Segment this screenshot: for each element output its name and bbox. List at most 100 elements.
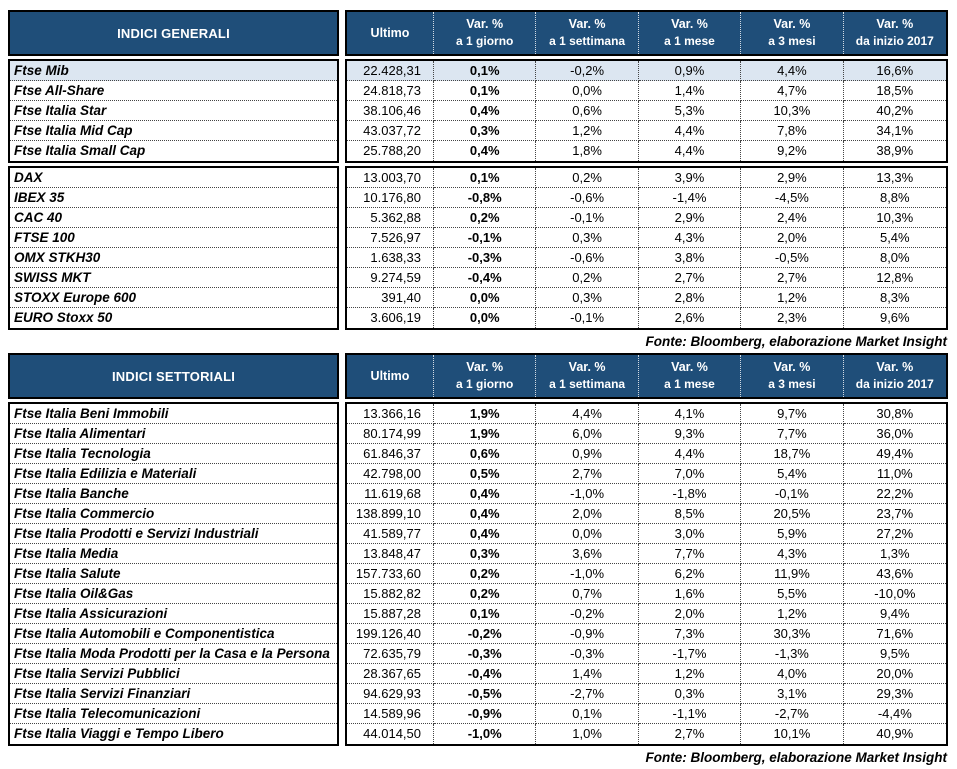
var-percent-value: 1,2% <box>741 604 844 624</box>
ultimo-value: 41.589,77 <box>347 524 434 544</box>
var-percent-value: 9,6% <box>879 310 910 325</box>
var-percent-value: 1,2% <box>741 288 844 308</box>
var-percent-value: 4,7% <box>741 81 844 101</box>
var-percent-value: 1,4% <box>536 664 639 684</box>
var-percent-value: 3,0% <box>638 524 742 544</box>
ultimo-value: 43.037,72 <box>347 121 434 141</box>
var-percent-value: 1,0% <box>536 724 639 744</box>
index-name: Ftse Italia Servizi Finanziari <box>10 684 337 704</box>
var-percent-value: 6,2% <box>638 564 742 584</box>
index-name: OMX STKH30 <box>10 248 337 268</box>
var-percent-value: 0,4% <box>434 504 537 524</box>
var-percent-value: 0,3% <box>638 684 742 704</box>
table-section: DAX IBEX 35 CAC 40 FTSE 100 OMX STKH30 SWISS … <box>8 166 949 330</box>
column-header: Var. % a 1 mese <box>639 355 742 397</box>
index-name: Ftse Italia Beni Immobili <box>10 404 337 424</box>
var-percent-value: 3,8% <box>638 248 742 268</box>
column-header: Var. % a 1 settimana <box>536 12 639 54</box>
table-header-row: INDICI SETTORIALI Ultimo Var. % a 1 giorno… <box>8 353 949 399</box>
var-percent-value: 38,9% <box>876 143 914 158</box>
var-percent-value: -0,2% <box>536 61 639 81</box>
var-percent-value: -0,1% <box>536 308 639 328</box>
ultimo-value: 391,40 <box>347 288 434 308</box>
var-percent-value: 0,2% <box>536 268 639 288</box>
var-percent-value: -1,0% <box>434 724 537 744</box>
ultimo-value: 13.848,47 <box>347 544 434 564</box>
index-name: Ftse Italia Telecomunicazioni <box>10 704 337 724</box>
ultimo-value: 9.274,59 <box>347 268 434 288</box>
var-percent-value: 1,4% <box>638 81 742 101</box>
var-percent-value: 18,7% <box>741 444 844 464</box>
ultimo-value: 15.882,82 <box>347 584 434 604</box>
index-name: Ftse Italia Mid Cap <box>10 121 337 141</box>
var-percent-value: -0,4% <box>434 664 537 684</box>
var-percent-value: 0,1% <box>536 704 639 724</box>
var-percent-value: 0,4% <box>434 141 537 161</box>
ultimo-value: 14.589,96 <box>347 704 434 724</box>
index-name: EURO Stoxx 50 <box>14 310 113 325</box>
var-percent-value: 2,7% <box>638 268 742 288</box>
index-name: Ftse Italia Tecnologia <box>10 444 337 464</box>
var-percent-value: 43,6% <box>843 564 946 584</box>
index-name-column: DAX IBEX 35 CAC 40 FTSE 100 OMX STKH30 SWISS … <box>8 166 339 330</box>
ultimo-value: 28.367,65 <box>347 664 434 684</box>
ultimo-value: 1.638,33 <box>347 248 434 268</box>
var-percent-value: -0,3% <box>536 644 639 664</box>
var-percent-value: 2,0% <box>741 228 844 248</box>
var-percent-value: 2,8% <box>638 288 742 308</box>
var-percent-value: 9,2% <box>741 141 844 161</box>
table-section: Ftse Mib Ftse All-Share Ftse Italia Star Ft… <box>8 59 949 163</box>
var-percent-value: 2,0% <box>638 604 742 624</box>
ultimo-value: 5.362,88 <box>347 208 434 228</box>
var-percent-value: -0,5% <box>741 248 844 268</box>
var-percent-value: 4,3% <box>741 544 844 564</box>
table-indici-settoriali: INDICI SETTORIALI Ultimo Var. % a 1 giorno… <box>8 353 949 769</box>
ultimo-value: 42.798,00 <box>347 464 434 484</box>
var-percent-value: -2,7% <box>536 684 639 704</box>
ultimo-value: 38.106,46 <box>347 101 434 121</box>
var-percent-value: 5,4% <box>741 464 844 484</box>
var-percent-value: 2,0% <box>536 504 639 524</box>
var-percent-value: 7,3% <box>638 624 742 644</box>
ultimo-value: 10.176,80 <box>347 188 434 208</box>
var-percent-value: 8,0% <box>843 248 946 268</box>
var-percent-value: 7,0% <box>638 464 742 484</box>
var-percent-value: 0,0% <box>536 81 639 101</box>
var-percent-value: -1,8% <box>638 484 742 504</box>
var-percent-value: 0,4% <box>434 101 537 121</box>
var-percent-value: 0,1% <box>434 604 537 624</box>
ultimo-value: 3.606,19 <box>347 308 434 328</box>
column-header: Var. % da inizio 2017 <box>855 17 934 49</box>
var-percent-value: -0,3% <box>434 644 537 664</box>
ultimo-value: 157.733,60 <box>347 564 434 584</box>
var-percent-value: -1,0% <box>536 564 639 584</box>
var-percent-value: -0,6% <box>536 188 639 208</box>
var-percent-value: 0,4% <box>434 524 537 544</box>
source-note: Fonte: Bloomberg, elaborazione Market In… <box>645 334 947 349</box>
column-header: Var. % a 3 mesi <box>741 12 844 54</box>
var-percent-value: 10,3% <box>843 208 946 228</box>
ultimo-value: 13.366,16 <box>347 404 434 424</box>
var-percent-value: 0,7% <box>536 584 639 604</box>
var-percent-value: 27,2% <box>843 524 946 544</box>
table-title: INDICI SETTORIALI <box>8 353 339 399</box>
column-header: Var. % a 1 mese <box>639 12 742 54</box>
column-header: Var. % a 1 settimana <box>536 355 639 397</box>
var-percent-value: 2,9% <box>741 168 844 188</box>
var-percent-value: 34,1% <box>843 121 946 141</box>
var-percent-value: 2,3% <box>741 308 844 328</box>
var-percent-value: 2,7% <box>741 268 844 288</box>
index-name: Ftse All-Share <box>10 81 337 101</box>
var-percent-value: 4,1% <box>638 404 742 424</box>
var-percent-value: 4,4% <box>536 404 639 424</box>
var-percent-value: 3,9% <box>638 168 742 188</box>
var-percent-value: 0,3% <box>536 228 639 248</box>
var-percent-value: 0,2% <box>434 208 537 228</box>
var-percent-value: 0,2% <box>536 168 639 188</box>
column-header: Var. % da inizio 2017 <box>855 360 934 392</box>
var-percent-value: 9,3% <box>638 424 742 444</box>
column-headers: Ultimo Var. % a 1 giorno Var. % a 1 settiman… <box>345 10 948 56</box>
source-note: Fonte: Bloomberg, elaborazione Market In… <box>645 750 947 765</box>
table-header-row: INDICI GENERALI Ultimo Var. % a 1 giorno Va… <box>8 10 949 56</box>
